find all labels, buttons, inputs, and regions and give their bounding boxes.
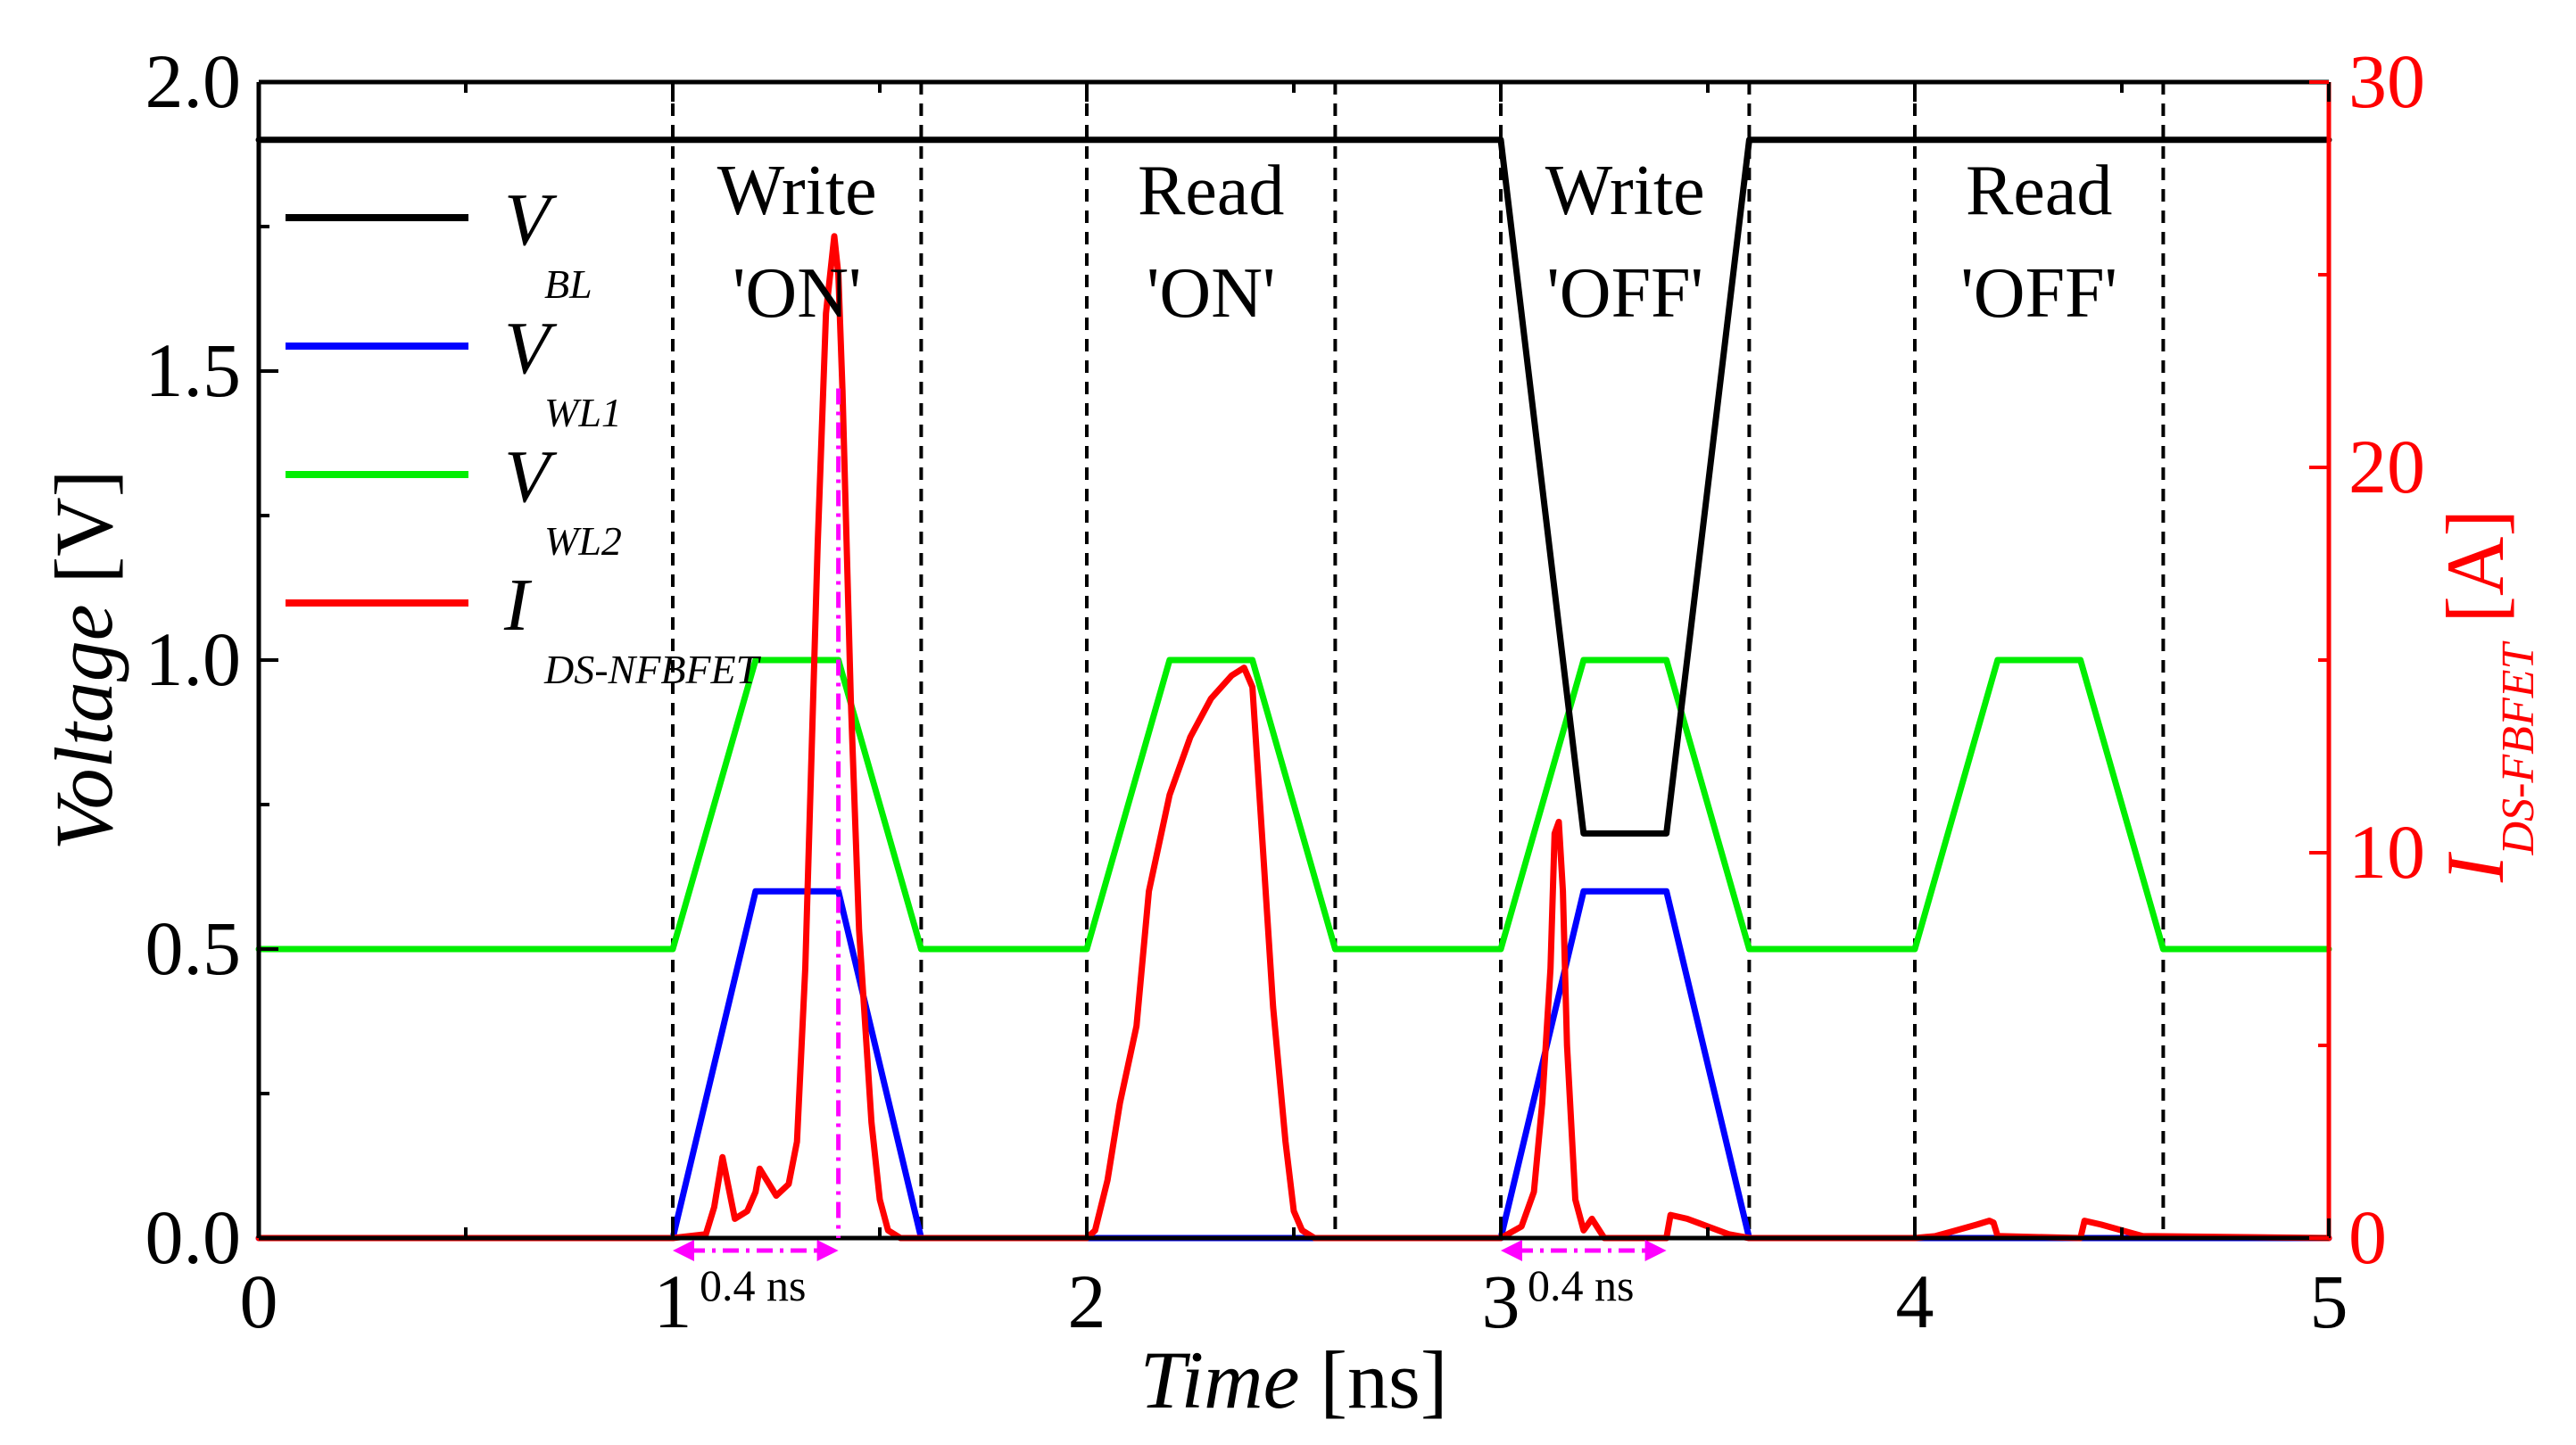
legend-label-main: V: [504, 307, 558, 390]
legend-label-main: I: [503, 564, 533, 647]
x-tick-label: 3: [1482, 1259, 1520, 1344]
y2-tick-label: 0: [2348, 1194, 2387, 1280]
x-tick-label: 5: [2310, 1259, 2348, 1344]
series-line-vwl2: [255, 656, 2332, 953]
x-tick-label: 1: [654, 1259, 692, 1344]
y-axis-title-unit: [V]: [38, 470, 129, 605]
legend-label-sub: WL1: [544, 390, 622, 435]
x-tick-label: 0: [240, 1259, 278, 1344]
y-axis-title-name: Voltage: [38, 604, 129, 850]
phase-label-line2: 'ON': [1147, 254, 1275, 333]
legend-label-sub: DS-NFBFET: [543, 647, 762, 692]
legend-label-sub: BL: [544, 261, 592, 307]
y-tick-label: 0.5: [145, 905, 242, 991]
axes-group: 0 1 2 3 4 5 0.0 0.5 1.0 1.5 2.0 0 10 20 30: [145, 38, 2426, 1344]
y2-tick-label: 10: [2348, 809, 2425, 895]
y-tick-label: 0.0: [145, 1194, 242, 1280]
y-tick-label: 1.0: [145, 616, 242, 702]
annotation-arrow-head-left: [673, 1240, 694, 1261]
phase-label-line1: Read: [1138, 152, 1284, 230]
y2-tick-label: 20: [2348, 424, 2425, 509]
y-tick-label: 2.0: [145, 38, 242, 124]
annotation-arrow-head-left: [1501, 1240, 1522, 1261]
annotations-group: 0.4 ns 0.4 ns: [673, 388, 1667, 1310]
annotation-arrow-head-right: [1644, 1240, 1667, 1261]
phase-label-line2: 'OFF': [1546, 254, 1703, 333]
series-line-vbl: [255, 136, 2332, 837]
annotation-label: 0.4 ns: [700, 1260, 806, 1310]
legend-label-sub: WL2: [544, 518, 622, 564]
legend-label-main: V: [504, 178, 558, 261]
annotation-arrow-head-right: [816, 1240, 839, 1261]
x-tick-label: 2: [1068, 1259, 1106, 1344]
y-tick-label: 1.5: [145, 327, 242, 413]
phase-label-line1: Read: [1966, 152, 2112, 230]
series-line-ids: [255, 233, 2332, 1242]
phase-label-line1: Write: [1545, 152, 1705, 230]
x-axis-title-unit: [ns]: [1299, 1334, 1447, 1425]
y2-axis-title-sub: DS-FBFET: [2493, 641, 2544, 856]
y2-axis-title-name: I: [2430, 851, 2521, 883]
legend-label-main: V: [504, 435, 558, 518]
x-axis-title: Time [ns]: [1139, 1334, 1447, 1425]
axis-titles: Time [ns]Voltage [V]IDS-FBFET [A]: [38, 470, 2544, 1425]
y2-axis-title-unit: [A]: [2430, 509, 2521, 644]
y-axis-title: Voltage [V]: [38, 470, 129, 851]
phase-label-line1: Write: [717, 152, 877, 230]
annotation-label: 0.4 ns: [1528, 1260, 1634, 1310]
y2-axis-title: IDS-FBFET [A]: [2430, 509, 2544, 883]
x-tick-label: 4: [1896, 1259, 1934, 1344]
phase-label-line2: 'ON': [733, 254, 861, 333]
y2-tick-label: 30: [2348, 38, 2425, 124]
phase-label-line2: 'OFF': [1960, 254, 2117, 333]
phase-boundary-lines: [671, 82, 2166, 1238]
phase-labels: Write 'ON' Read 'ON' Write 'OFF' Read 'OFF': [717, 152, 2117, 333]
x-axis-title-name: Time: [1139, 1334, 1299, 1425]
